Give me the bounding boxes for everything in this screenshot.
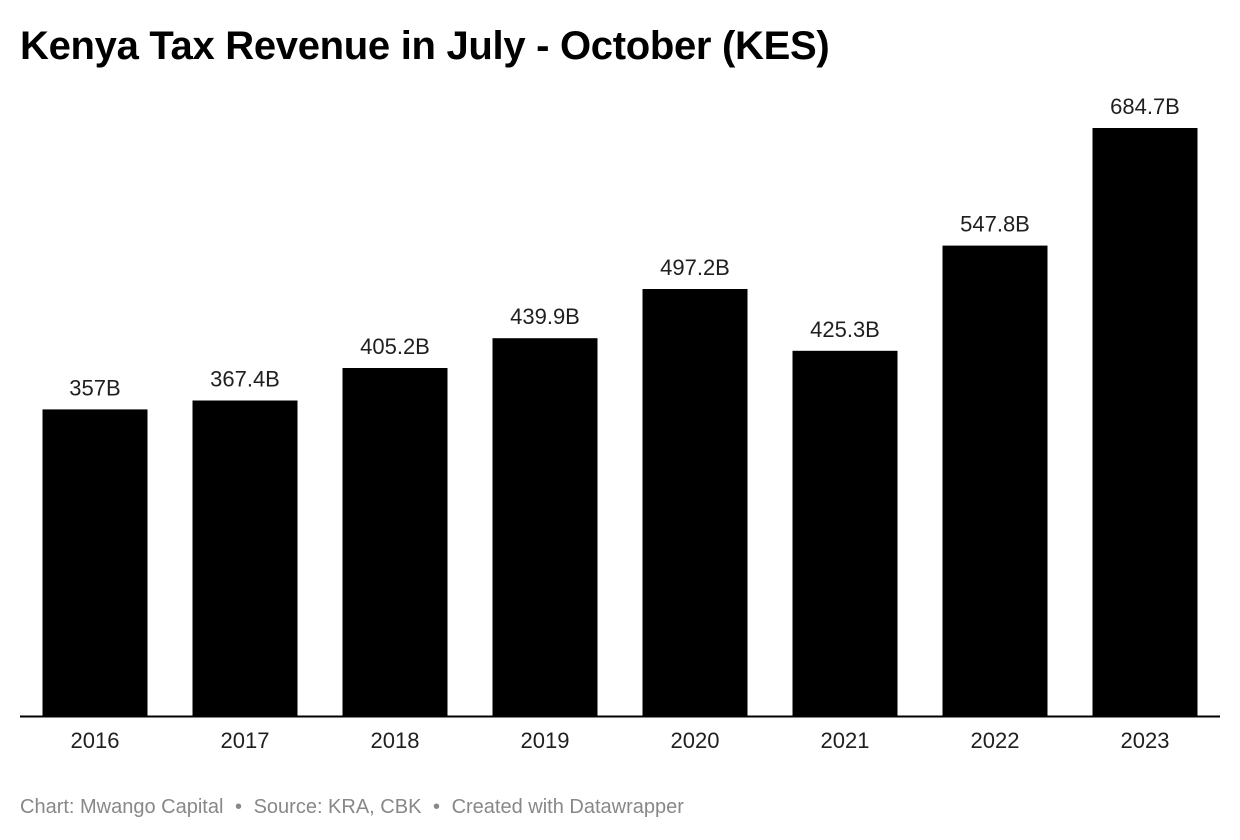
x-tick-label-2023: 2023 xyxy=(1121,728,1170,753)
footer-separator: • xyxy=(235,796,243,818)
bar-2016 xyxy=(42,409,148,716)
bar-value-label-2018: 405.2B xyxy=(360,334,430,359)
bar-2021 xyxy=(792,350,898,716)
bar-value-label-2023: 684.7B xyxy=(1110,94,1180,119)
chart-title: Kenya Tax Revenue in July - October (KES… xyxy=(20,24,830,68)
footer-separator: • xyxy=(432,796,440,818)
bar-value-label-2022: 547.8B xyxy=(960,212,1030,237)
bar-value-label-2020: 497.2B xyxy=(660,255,730,280)
bar-2022 xyxy=(942,245,1048,716)
x-tick-label-2018: 2018 xyxy=(371,728,420,753)
footer-chart-credit: Chart: Mwango Capital xyxy=(20,796,224,818)
bar-2018 xyxy=(342,368,448,716)
bars-group xyxy=(42,128,1198,716)
bar-value-label-2021: 425.3B xyxy=(810,317,880,342)
bar-2019 xyxy=(492,338,598,716)
bar-value-label-2019: 439.9B xyxy=(510,304,580,329)
bar-2017 xyxy=(192,400,298,716)
x-tick-label-2022: 2022 xyxy=(971,728,1020,753)
x-tick-label-2017: 2017 xyxy=(221,728,270,753)
x-tick-label-2016: 2016 xyxy=(71,728,120,753)
bar-2020 xyxy=(642,289,748,716)
chart-footer: Chart: Mwango Capital • Source: KRA, CBK… xyxy=(20,794,684,820)
bar-value-label-2017: 367.4B xyxy=(210,367,280,392)
x-tick-labels-group: 2016 2017 2018 2019 2020 2021 2022 2023 xyxy=(71,728,1170,753)
bar-2023 xyxy=(1092,128,1198,716)
x-tick-label-2021: 2021 xyxy=(821,728,870,753)
value-labels-group: 357B 367.4B 405.2B 439.9B 497.2B 425.3B 547.8B… xyxy=(69,94,1180,400)
footer-created-with-link[interactable]: Created with Datawrapper xyxy=(451,796,684,818)
footer-source: Source: KRA, CBK xyxy=(253,796,422,818)
bar-value-label-2016: 357B xyxy=(69,375,120,400)
x-tick-label-2019: 2019 xyxy=(521,728,570,753)
x-tick-label-2020: 2020 xyxy=(671,728,720,753)
